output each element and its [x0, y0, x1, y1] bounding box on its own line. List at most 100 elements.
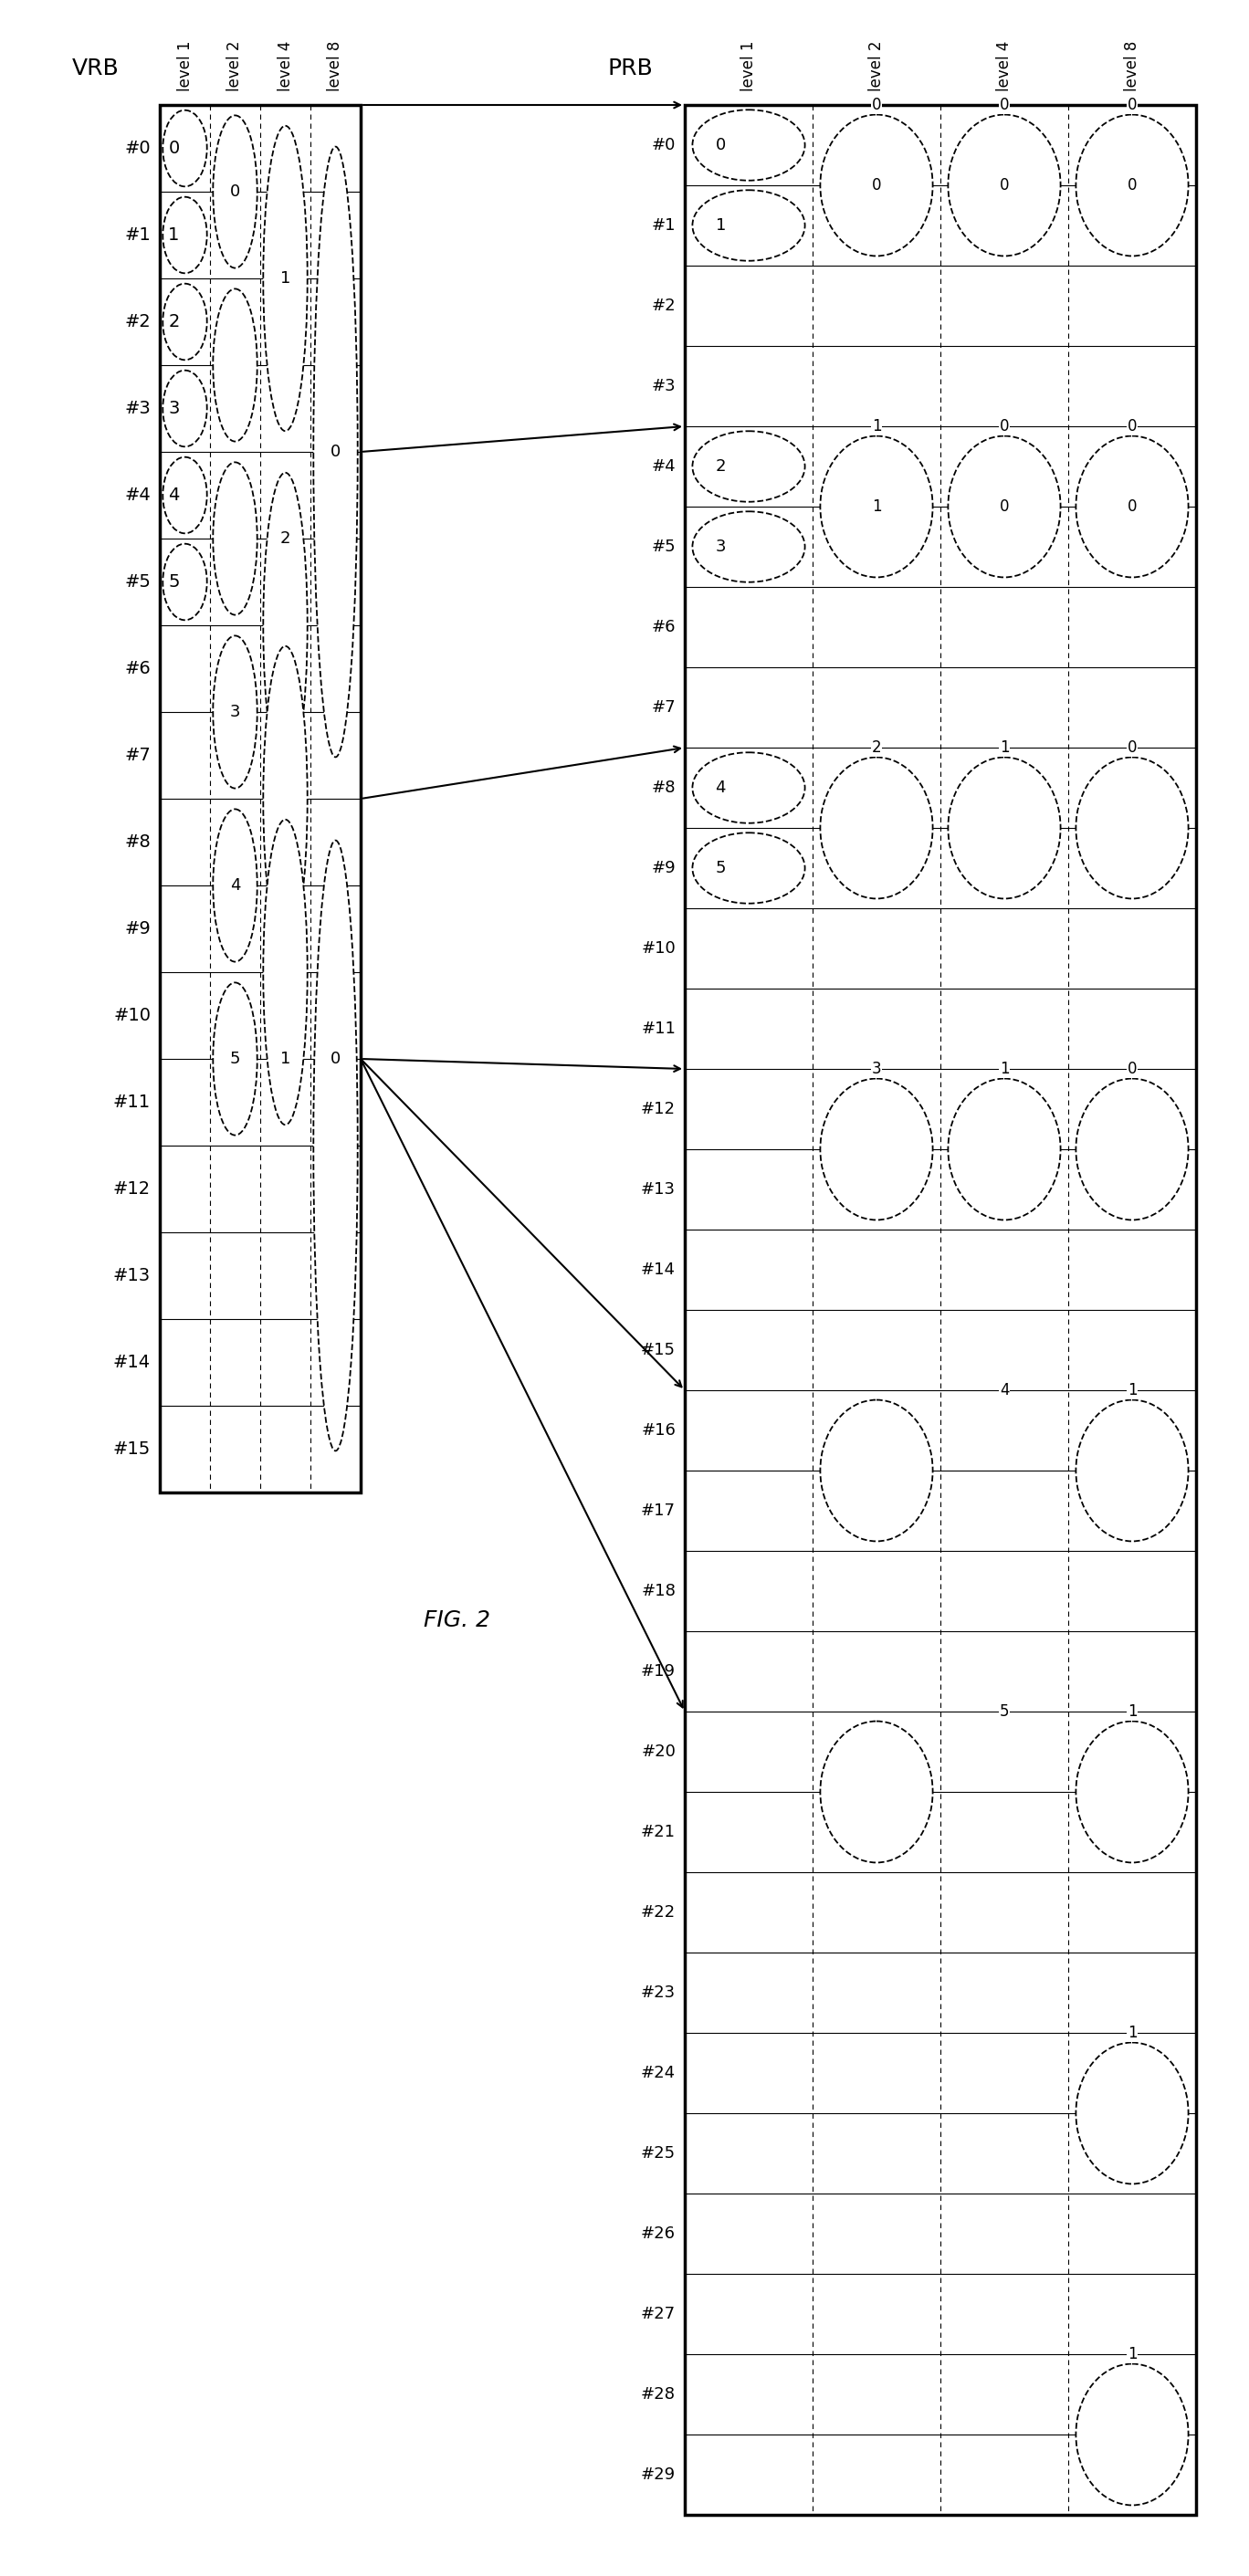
Text: 0: 0: [1128, 178, 1137, 193]
Text: #5: #5: [125, 574, 151, 590]
Text: 0: 0: [999, 417, 1009, 435]
Text: 0: 0: [716, 137, 726, 155]
Text: 0: 0: [872, 178, 882, 193]
Ellipse shape: [214, 636, 257, 788]
Ellipse shape: [692, 752, 804, 824]
Text: level 4: level 4: [277, 41, 294, 90]
Text: #24: #24: [641, 2066, 676, 2081]
Text: 0: 0: [999, 98, 1009, 113]
Text: 1: 1: [999, 1061, 1009, 1077]
Text: #17: #17: [641, 1502, 676, 1520]
Text: #29: #29: [641, 2465, 676, 2483]
Text: 0: 0: [999, 497, 1009, 515]
Text: 4: 4: [169, 487, 180, 505]
Text: #16: #16: [641, 1422, 676, 1437]
Ellipse shape: [264, 647, 307, 951]
Ellipse shape: [264, 471, 307, 778]
Ellipse shape: [1075, 113, 1188, 255]
Bar: [160, 106, 361, 1492]
Ellipse shape: [1075, 2365, 1188, 2506]
Text: 0: 0: [1128, 497, 1137, 515]
Text: 5: 5: [230, 1051, 240, 1066]
Text: #1: #1: [125, 227, 151, 245]
Text: #12: #12: [641, 1100, 676, 1118]
Text: #3: #3: [651, 379, 676, 394]
Text: PRB: PRB: [607, 57, 653, 80]
Text: #18: #18: [641, 1582, 676, 1600]
Text: 0: 0: [999, 178, 1009, 193]
Text: 1: 1: [280, 1051, 291, 1066]
Text: #8: #8: [652, 781, 676, 796]
Text: 2: 2: [716, 459, 726, 474]
Text: #27: #27: [641, 2306, 676, 2321]
Text: 3: 3: [169, 399, 180, 417]
Ellipse shape: [692, 832, 804, 904]
Ellipse shape: [162, 196, 207, 273]
Text: level 2: level 2: [868, 41, 884, 90]
Text: 1: 1: [999, 739, 1009, 755]
Text: 1: 1: [1128, 2347, 1137, 2362]
Text: #14: #14: [641, 1262, 676, 1278]
Text: 0: 0: [169, 139, 180, 157]
Text: 5: 5: [716, 860, 726, 876]
Ellipse shape: [1075, 2043, 1188, 2184]
Text: #15: #15: [641, 1342, 676, 1358]
Text: #14: #14: [114, 1355, 151, 1370]
Text: #7: #7: [651, 698, 676, 716]
Ellipse shape: [162, 283, 207, 361]
Text: #10: #10: [641, 940, 676, 956]
Text: #11: #11: [114, 1095, 151, 1110]
Text: 2: 2: [169, 314, 180, 330]
Text: level 1: level 1: [176, 41, 194, 90]
Text: level 8: level 8: [1124, 41, 1140, 90]
Text: #4: #4: [651, 459, 676, 474]
Ellipse shape: [162, 456, 207, 533]
Text: #8: #8: [125, 835, 151, 850]
Text: #6: #6: [652, 618, 676, 636]
Text: #7: #7: [125, 747, 151, 765]
Text: #10: #10: [114, 1007, 151, 1025]
Text: 4: 4: [999, 1381, 1009, 1399]
Text: #4: #4: [125, 487, 151, 505]
Ellipse shape: [821, 1079, 933, 1221]
Ellipse shape: [214, 981, 257, 1136]
Ellipse shape: [1075, 435, 1188, 577]
Text: 5: 5: [169, 574, 180, 590]
Text: 1: 1: [280, 270, 291, 286]
Text: #12: #12: [114, 1180, 151, 1198]
Ellipse shape: [821, 113, 933, 255]
Text: 0: 0: [331, 1051, 341, 1066]
Text: #11: #11: [641, 1020, 676, 1038]
Text: 1: 1: [716, 216, 726, 234]
Text: #21: #21: [641, 1824, 676, 1839]
Text: #22: #22: [641, 1904, 676, 1922]
Ellipse shape: [821, 757, 933, 899]
Ellipse shape: [214, 289, 257, 440]
Text: #19: #19: [641, 1664, 676, 1680]
Text: #23: #23: [641, 1984, 676, 2002]
Text: 0: 0: [872, 98, 882, 113]
Text: level 2: level 2: [227, 41, 244, 90]
Text: #0: #0: [652, 137, 676, 155]
Ellipse shape: [692, 191, 804, 260]
Ellipse shape: [948, 757, 1060, 899]
Text: #9: #9: [125, 920, 151, 938]
Ellipse shape: [692, 430, 804, 502]
Ellipse shape: [162, 111, 207, 185]
Text: #1: #1: [652, 216, 676, 234]
Text: #13: #13: [114, 1267, 151, 1285]
Text: 3: 3: [872, 1061, 882, 1077]
Text: 3: 3: [716, 538, 726, 554]
Text: #9: #9: [651, 860, 676, 876]
Ellipse shape: [1075, 1721, 1188, 1862]
Ellipse shape: [692, 513, 804, 582]
Text: 1: 1: [1128, 2025, 1137, 2040]
Text: 1: 1: [1128, 1381, 1137, 1399]
Text: level 1: level 1: [741, 41, 757, 90]
Ellipse shape: [692, 111, 804, 180]
Text: #20: #20: [641, 1744, 676, 1759]
Text: 2: 2: [280, 531, 291, 546]
Text: 1: 1: [872, 417, 882, 435]
Ellipse shape: [162, 544, 207, 621]
Text: #3: #3: [125, 399, 151, 417]
